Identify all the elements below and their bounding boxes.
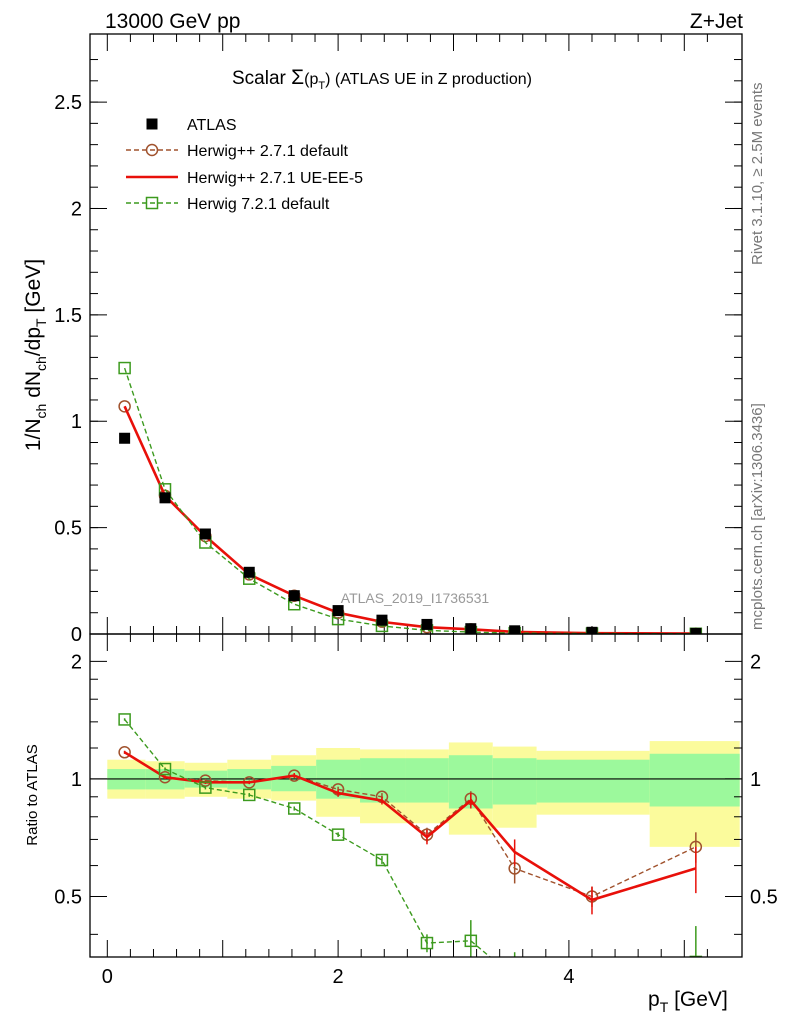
main-ytick-label: 0.5 <box>54 518 82 540</box>
main-atlas-point <box>119 432 131 444</box>
legend-label: Herwig 7.2.1 default <box>187 196 330 213</box>
ratio-point <box>420 936 434 950</box>
plot-title: Scalar Σ(pT) (ATLAS UE in Z production) <box>232 66 532 92</box>
legend-marker <box>146 118 158 130</box>
main-atlas-series <box>119 432 702 634</box>
main-atlas-point <box>288 590 300 602</box>
band-inner <box>492 758 537 805</box>
ratio-point <box>375 853 389 867</box>
ratio-point <box>689 955 703 957</box>
ratio-point <box>118 746 131 759</box>
ratio-ytick-label: 0.5 <box>54 887 82 909</box>
ratio-point <box>586 989 597 1000</box>
main-atlas-point <box>243 566 255 578</box>
ratio-ytick-label-right: 2 <box>750 651 761 673</box>
analysis-label: ATLAS_2019_I1736531 <box>341 590 490 606</box>
main-line <box>123 405 696 634</box>
ratio-ylabel: Ratio to ATLAS <box>24 744 41 845</box>
main-atlas-point <box>586 626 598 634</box>
ratio-point <box>118 713 131 726</box>
main-atlas-point <box>376 614 388 626</box>
process-label: Z+Jet <box>690 10 743 33</box>
ratio-xtick-label: 2 <box>333 966 344 988</box>
main-atlas-point <box>421 618 433 630</box>
ratio-plot-frame <box>89 633 743 958</box>
ratio-point <box>158 762 172 776</box>
main-ytick-label: 2 <box>71 198 82 220</box>
main-line <box>123 367 696 634</box>
main-atlas-point <box>509 625 521 634</box>
ratio-series <box>118 713 703 1000</box>
mcplots-label: mcplots.cern.ch [arXiv:1306.3436] <box>749 403 766 630</box>
main-atlas-point <box>465 623 477 634</box>
main-ytick-label: 2.5 <box>54 92 82 114</box>
main-ytick-label: 1 <box>71 411 82 433</box>
ratio-xtick-label: 4 <box>563 966 574 988</box>
ratio-xtick-label: 0 <box>102 966 113 988</box>
axes: 0 0.5 1 1.5 2 2.5 0 2 4 0.5 0.5 1 1 2 2 <box>54 34 778 988</box>
legend-marker <box>145 196 159 210</box>
ratio-ytick-label-right: 0.5 <box>750 887 778 909</box>
ratio-line <box>124 719 492 957</box>
band-inner <box>405 758 449 803</box>
main-point <box>118 400 131 413</box>
ratio-ytick-label-right: 1 <box>750 769 761 791</box>
legend-label: ATLAS <box>187 117 237 134</box>
band-inner <box>536 759 650 803</box>
main-ytick-label: 1.5 <box>54 305 82 327</box>
main-series <box>123 405 696 634</box>
ratio-ytick-label: 2 <box>71 651 82 673</box>
band-inner <box>649 753 740 807</box>
ratio-point <box>509 972 520 983</box>
energy-label: 13000 GeV pp <box>105 10 240 33</box>
xlabel: pT [GeV] <box>648 988 728 1015</box>
main-atlas-point <box>332 605 344 617</box>
legend-label: Herwig++ 2.7.1 UE-EE-5 <box>187 170 363 187</box>
ratio-point <box>288 802 301 815</box>
main-atlas-point <box>199 528 211 540</box>
ratio-point <box>464 934 478 948</box>
legend: ATLAS Herwig++ 2.7.1 default Herwig++ 2.7.… <box>126 117 363 213</box>
legend-marker <box>145 143 159 157</box>
main-ylabel: 1/Nch dNch/dpT [GeV] <box>22 259 49 451</box>
rivet-label: Rivet 3.1.10, ≥ 2.5M events <box>749 83 766 266</box>
main-ytick-label: 0 <box>71 624 82 646</box>
ratio-point <box>331 828 345 841</box>
series-layer <box>118 361 703 1000</box>
legend-label: Herwig++ 2.7.1 default <box>187 143 349 160</box>
ratio-point <box>199 781 212 794</box>
ratio-ytick-label: 1 <box>71 769 82 791</box>
main-atlas-point <box>690 627 702 634</box>
ratio-line <box>124 751 697 898</box>
ratio-line <box>123 751 697 902</box>
main-point <box>118 361 131 375</box>
main-atlas-point <box>159 492 171 504</box>
ratio-point <box>242 788 256 802</box>
